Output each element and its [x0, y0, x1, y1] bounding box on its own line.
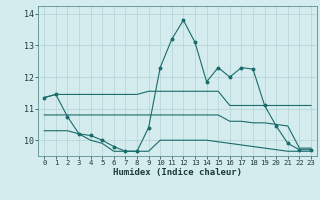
- X-axis label: Humidex (Indice chaleur): Humidex (Indice chaleur): [113, 168, 242, 177]
